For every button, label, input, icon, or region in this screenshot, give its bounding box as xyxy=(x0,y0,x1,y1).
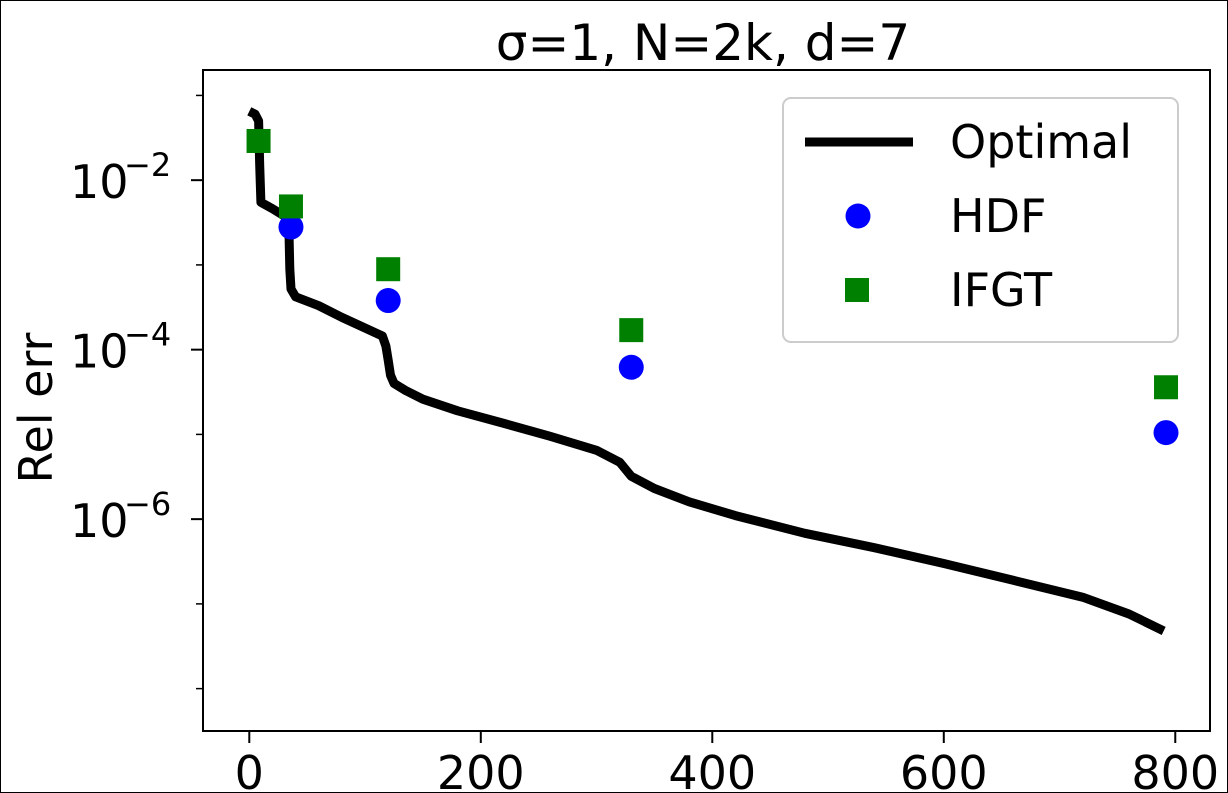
hdf-point xyxy=(375,288,401,314)
ifgt-point xyxy=(1154,375,1179,400)
ifgt-point xyxy=(376,257,401,282)
ifgt-point xyxy=(619,318,644,343)
hdf-point xyxy=(618,354,644,380)
ifgt-point xyxy=(246,128,271,153)
legend-hdf-label: HDF xyxy=(950,189,1046,243)
legend: Optimal HDF IFGT xyxy=(782,97,1179,343)
x-axis-ticks: 0 200 400 600 800 xyxy=(235,731,1219,793)
hdf-point xyxy=(278,214,304,240)
legend-ifgt-label: IFGT xyxy=(950,263,1053,317)
legend-hdf-swatch xyxy=(845,203,871,229)
legend-ifgt-swatch xyxy=(845,278,869,302)
x-tick-label: 0 xyxy=(235,746,264,793)
y-tick-label: 10 xyxy=(70,155,129,209)
x-tick-label: 200 xyxy=(437,746,525,793)
chart-title: σ=1, N=2k, d=7 xyxy=(496,14,910,72)
y-tick-label: 10 xyxy=(70,494,129,548)
x-tick-label: 800 xyxy=(1131,746,1219,793)
y-tick-exponent: −2 xyxy=(124,146,171,184)
series-layer xyxy=(246,107,1179,635)
y-tick-exponent: −4 xyxy=(124,316,171,354)
y-axis-ticks: 10−210−410−6 xyxy=(70,94,203,690)
x-tick-label: 600 xyxy=(900,746,988,793)
y-axis-label: Rel err xyxy=(9,332,63,483)
legend-optimal-label: Optimal xyxy=(950,115,1132,169)
ifgt-point xyxy=(278,194,303,219)
plot-area xyxy=(202,69,1211,732)
hdf-point xyxy=(1153,420,1179,446)
legend-box xyxy=(782,97,1179,343)
x-tick-label: 400 xyxy=(668,746,756,793)
y-tick-label: 10 xyxy=(70,325,129,379)
y-tick-exponent: −6 xyxy=(124,485,171,523)
series-line-optimal xyxy=(247,107,1166,635)
